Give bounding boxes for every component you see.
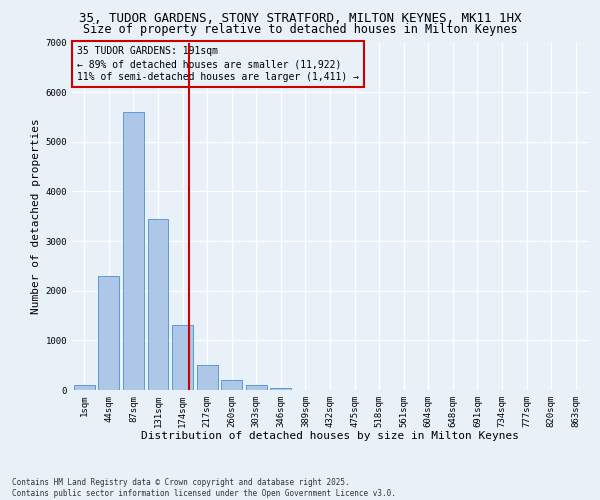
Y-axis label: Number of detached properties: Number of detached properties [31, 118, 41, 314]
Text: 35, TUDOR GARDENS, STONY STRATFORD, MILTON KEYNES, MK11 1HX: 35, TUDOR GARDENS, STONY STRATFORD, MILT… [79, 12, 521, 26]
Text: Size of property relative to detached houses in Milton Keynes: Size of property relative to detached ho… [83, 22, 517, 36]
Bar [246, 385, 267, 390]
Bar [74, 385, 95, 390]
Text: 35 TUDOR GARDENS: 191sqm
← 89% of detached houses are smaller (11,922)
11% of se: 35 TUDOR GARDENS: 191sqm ← 89% of detach… [77, 46, 359, 82]
Bar [148, 218, 169, 390]
Bar [271, 388, 292, 390]
Bar [123, 112, 144, 390]
Bar [197, 365, 218, 390]
Bar [172, 326, 193, 390]
Bar [221, 380, 242, 390]
Text: Contains HM Land Registry data © Crown copyright and database right 2025.
Contai: Contains HM Land Registry data © Crown c… [12, 478, 396, 498]
X-axis label: Distribution of detached houses by size in Milton Keynes: Distribution of detached houses by size … [141, 432, 519, 442]
Bar [98, 276, 119, 390]
